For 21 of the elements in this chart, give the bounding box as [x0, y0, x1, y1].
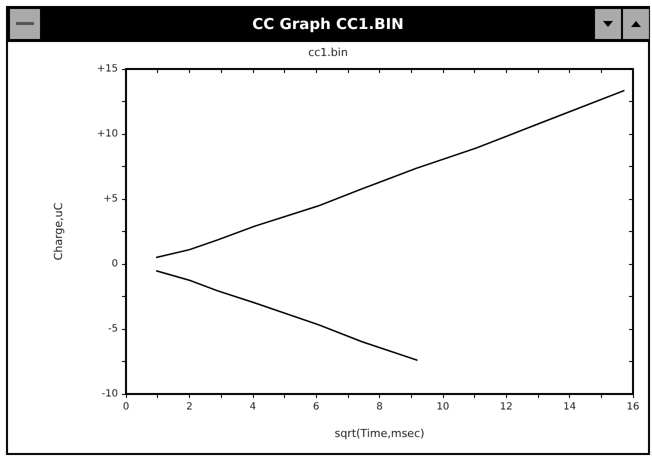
x-axis-title: sqrt(Time,msec)	[334, 427, 424, 440]
y-tick-label: -5	[108, 324, 118, 334]
y-tick-label: +10	[96, 128, 118, 140]
x-tick-label: 12	[500, 402, 513, 412]
x-tick-label: 0	[122, 402, 130, 412]
x-tick-label: 8	[376, 402, 383, 412]
chart-title: CC Graph CC1.BIN	[6, 6, 650, 42]
x-tick-label: 2	[186, 402, 193, 412]
line-series	[155, 90, 626, 258]
y-tick-label: +5	[103, 194, 118, 204]
chart-subtitle: cc1.bin	[308, 46, 348, 59]
y-tick-label: -10	[102, 388, 118, 400]
y-axis-title: Charge,uC	[52, 202, 65, 260]
y-tick-label: 0	[112, 258, 118, 270]
y-tick-label: +15	[96, 64, 118, 74]
x-tick-label: 16	[626, 402, 640, 412]
x-tick-label: 4	[250, 402, 256, 412]
line-series	[155, 270, 418, 362]
x-tick-label: 6	[312, 402, 320, 412]
x-tick-label: 14	[563, 402, 576, 412]
x-tick-label: 10	[436, 402, 450, 412]
